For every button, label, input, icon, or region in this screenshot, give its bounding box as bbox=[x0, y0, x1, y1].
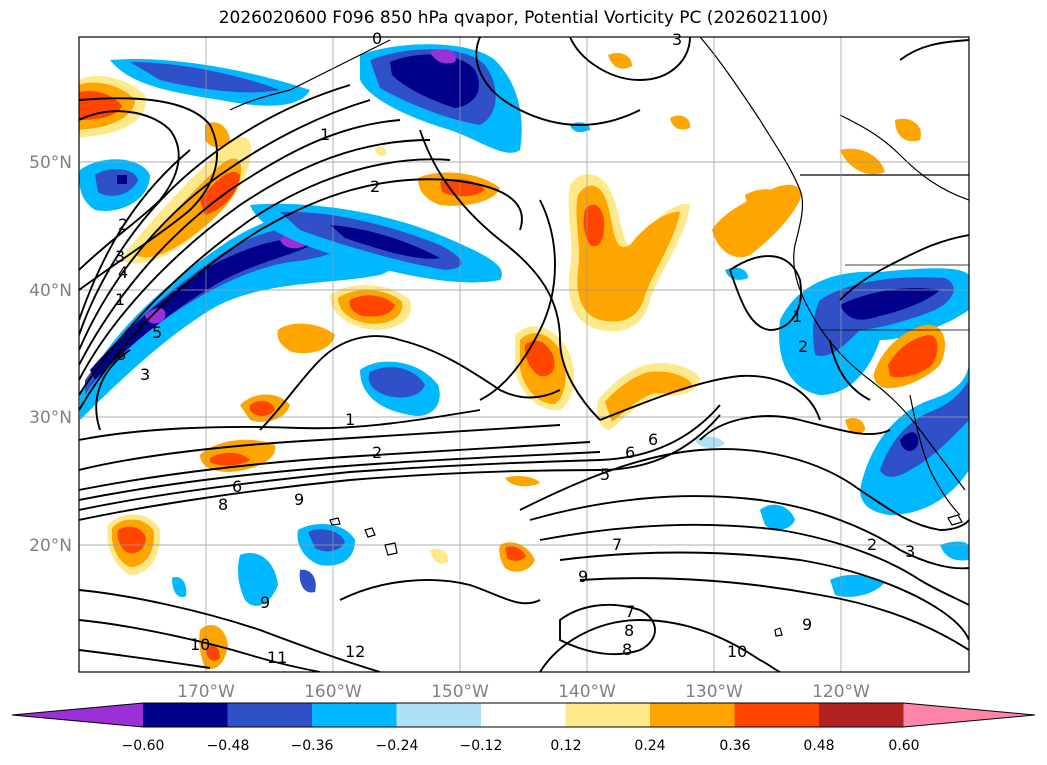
contour-label: 4 bbox=[118, 263, 128, 282]
colorbar-box bbox=[650, 703, 735, 727]
colorbar-label: 0.48 bbox=[803, 738, 834, 754]
contour-label: 11 bbox=[267, 648, 287, 667]
lon-label-170w: 170°W bbox=[177, 682, 235, 702]
contour-label: 5 bbox=[152, 323, 162, 342]
map-title: 2026020600 F096 850 hPa qvapor, Potentia… bbox=[218, 8, 829, 28]
colorbar-label: 0.24 bbox=[634, 738, 665, 754]
colorbar-box bbox=[143, 703, 228, 727]
contour-label: 5 bbox=[600, 465, 610, 484]
contour-label: 1 bbox=[115, 290, 125, 309]
contour-label: 12 bbox=[345, 642, 365, 661]
contour-label: 9 bbox=[294, 490, 304, 509]
contour-label: 2 bbox=[118, 215, 128, 234]
colorbar-box bbox=[481, 703, 566, 727]
lat-label-50n: 50°N bbox=[29, 153, 72, 173]
colorbar-label: −0.36 bbox=[291, 738, 334, 754]
colorbar-box bbox=[312, 703, 397, 727]
contour-label: 2 bbox=[372, 443, 382, 462]
contour-label: 1 bbox=[792, 307, 802, 326]
contour-label: 3 bbox=[905, 542, 915, 561]
colorbar bbox=[11, 702, 1036, 728]
colorbar-label: 0.36 bbox=[719, 738, 750, 754]
contour-label: 6 bbox=[232, 477, 242, 496]
lon-label-160w: 160°W bbox=[304, 682, 362, 702]
contour-label: 6 bbox=[648, 430, 658, 449]
colorbar-label: 0.60 bbox=[888, 738, 919, 754]
gridlines bbox=[79, 37, 969, 672]
contour-label: 2 bbox=[867, 535, 877, 554]
lon-label-120w: 120°W bbox=[812, 682, 870, 702]
contour-label: 2 bbox=[370, 177, 380, 196]
contour-label: 6 bbox=[116, 345, 126, 364]
lon-axis-labels: 170°W 160°W 150°W 140°W 130°W 120°W bbox=[177, 682, 870, 702]
colorbar-labels: −0.60 −0.48 −0.36 −0.24 −0.12 0.12 0.24 … bbox=[122, 738, 920, 754]
colorbar-extend-max bbox=[903, 703, 1035, 727]
map-frame bbox=[78, 36, 970, 673]
contour-label: 9 bbox=[578, 567, 588, 586]
lon-label-150w: 150°W bbox=[431, 682, 489, 702]
lon-label-140w: 140°W bbox=[558, 682, 616, 702]
contour-label: 8 bbox=[218, 495, 228, 514]
contour-label: 10 bbox=[727, 642, 747, 661]
colorbar-extend-min bbox=[12, 703, 143, 727]
contour-label: 9 bbox=[260, 593, 270, 612]
contour-lines bbox=[79, 37, 969, 672]
contour-label: 7 bbox=[625, 602, 635, 621]
lat-label-20n: 20°N bbox=[29, 536, 72, 556]
map-area bbox=[79, 37, 969, 672]
colorbar-label: −0.24 bbox=[376, 738, 419, 754]
lat-label-30n: 30°N bbox=[29, 408, 72, 428]
colorbar-box bbox=[734, 703, 820, 727]
colorbar-label: −0.48 bbox=[207, 738, 250, 754]
contour-label: 1 bbox=[345, 410, 355, 429]
colorbar-outline bbox=[11, 702, 1036, 728]
contour-label: 8 bbox=[624, 621, 634, 640]
contour-label: 7 bbox=[612, 535, 622, 554]
colorbar-box bbox=[565, 703, 651, 727]
contour-label: 8 bbox=[622, 640, 632, 659]
colorbar-box bbox=[819, 703, 904, 727]
coastlines bbox=[229, 37, 969, 516]
colorbar-label: −0.12 bbox=[460, 738, 503, 754]
contour-label: 3 bbox=[672, 30, 682, 49]
contour-label: 6 bbox=[625, 443, 635, 462]
contour-label: 2 bbox=[798, 337, 808, 356]
contour-label: 1 bbox=[320, 125, 330, 144]
contour-label: 0 bbox=[372, 29, 382, 48]
lat-label-40n: 40°N bbox=[29, 281, 72, 301]
colorbar-box bbox=[227, 703, 313, 727]
colorbar-box bbox=[396, 703, 482, 727]
contour-label: 9 bbox=[802, 615, 812, 634]
colorbar-label: −0.60 bbox=[122, 738, 165, 754]
contour-label: 3 bbox=[140, 365, 150, 384]
islands bbox=[329, 514, 963, 637]
contour-label: 10 bbox=[190, 635, 210, 654]
lon-label-130w: 130°W bbox=[685, 682, 743, 702]
contour-label: 3 bbox=[115, 247, 125, 266]
colorbar-label: 0.12 bbox=[550, 738, 581, 754]
lat-axis-labels: 50°N 40°N 30°N 20°N bbox=[29, 153, 72, 556]
